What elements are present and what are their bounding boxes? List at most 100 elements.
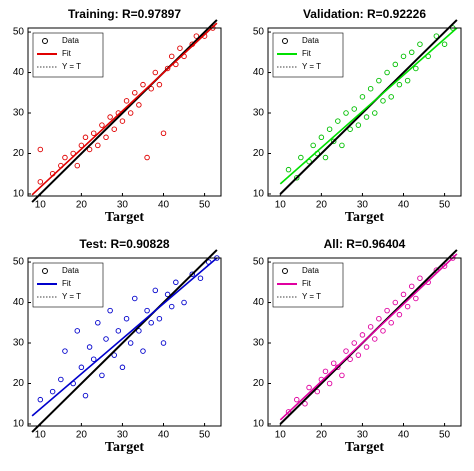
legend-marker: [42, 268, 48, 274]
data-point: [400, 53, 407, 60]
data-point: [343, 110, 349, 116]
identity-line: [31, 19, 218, 203]
x-tick-label: 20: [76, 200, 88, 211]
data-point: [107, 114, 113, 120]
legend-label: Fit: [302, 279, 312, 288]
data-point: [82, 134, 89, 141]
legend-label: Y = T: [62, 292, 81, 301]
data-point: [392, 61, 399, 68]
data-point: [400, 291, 407, 298]
data-point: [95, 142, 101, 149]
data-point: [351, 340, 357, 346]
data-point: [37, 179, 44, 185]
data-point: [177, 45, 183, 51]
data-point: [396, 311, 403, 318]
data-point: [168, 53, 175, 60]
data-point: [388, 320, 394, 326]
x-tick-label: 40: [158, 430, 170, 441]
x-tick-label: 30: [117, 430, 129, 441]
legend-label: Fit: [62, 49, 72, 58]
legend-marker: [282, 38, 288, 44]
data-point: [160, 130, 167, 137]
data-point: [95, 320, 101, 326]
y-tick-label: 50: [253, 27, 265, 38]
data-point: [90, 356, 97, 362]
data-point: [404, 77, 411, 84]
legend-label: Data: [62, 36, 79, 45]
data-point: [123, 315, 130, 322]
data-point: [78, 142, 85, 149]
data-point: [181, 299, 187, 306]
data-point: [119, 364, 126, 371]
data-point: [156, 81, 163, 88]
data-point: [322, 368, 329, 375]
data-point: [441, 263, 448, 269]
y-tick-label: 50: [253, 257, 265, 268]
fit-line: [31, 22, 218, 196]
data-point: [189, 271, 196, 277]
data-point: [86, 344, 93, 350]
x-tick-label: 10: [275, 430, 287, 441]
identity-line: [31, 249, 218, 433]
y-tick-label: 40: [13, 67, 25, 78]
data-point: [99, 372, 105, 379]
data-point: [99, 122, 105, 128]
data-point: [49, 388, 56, 395]
data-point: [367, 85, 374, 92]
data-point: [285, 409, 292, 415]
data-point: [62, 154, 68, 161]
x-tick-label: 40: [398, 200, 410, 211]
data-point: [127, 110, 134, 116]
y-tick-label: 40: [253, 67, 265, 78]
y-tick-label: 10: [253, 419, 265, 430]
data-point: [343, 348, 349, 354]
data-point: [103, 336, 109, 342]
data-point: [355, 352, 362, 358]
x-tick-label: 20: [76, 430, 88, 441]
data-point: [285, 166, 292, 173]
y-tick-label: 30: [13, 338, 25, 349]
data-point: [74, 162, 81, 169]
chart-title: Validation: R=0.92226: [303, 7, 426, 21]
legend-label: Data: [302, 266, 319, 275]
chart-title: Training: R=0.97897: [68, 7, 181, 21]
data-point: [197, 275, 204, 281]
y-tick-label: 50: [13, 257, 25, 268]
data-point: [372, 110, 378, 116]
data-point: [127, 340, 134, 346]
data-point: [193, 33, 200, 39]
x-tick-label: 30: [117, 200, 129, 211]
legend-label: Y = T: [302, 62, 321, 71]
plot-frame: [27, 27, 222, 197]
data-point: [404, 303, 411, 310]
data-point: [376, 77, 382, 84]
data-point: [310, 142, 316, 149]
data-point: [367, 324, 374, 330]
data-point: [132, 295, 138, 302]
data-point: [168, 303, 175, 310]
data-point: [335, 118, 341, 124]
data-point: [359, 94, 366, 100]
data-point: [363, 344, 370, 350]
chart-title: All: R=0.96404: [324, 237, 406, 251]
data-point: [78, 364, 85, 371]
data-point: [396, 81, 403, 88]
data-point: [359, 332, 366, 338]
legend-label: Y = T: [62, 62, 81, 71]
data-point: [140, 81, 146, 88]
data-point: [156, 315, 163, 322]
data-point: [144, 307, 150, 314]
plot-frame: [267, 257, 462, 427]
data-point: [392, 299, 399, 306]
data-point: [111, 126, 117, 132]
data-point: [152, 69, 159, 76]
data-point: [413, 65, 419, 72]
data-point: [363, 114, 370, 120]
data-point: [330, 138, 337, 145]
x-tick-label: 10: [275, 200, 287, 211]
data-point: [58, 376, 64, 383]
y-tick-label: 20: [13, 148, 25, 159]
legend-label: Fit: [62, 279, 72, 288]
data-point: [384, 307, 390, 314]
data-point: [293, 396, 300, 403]
